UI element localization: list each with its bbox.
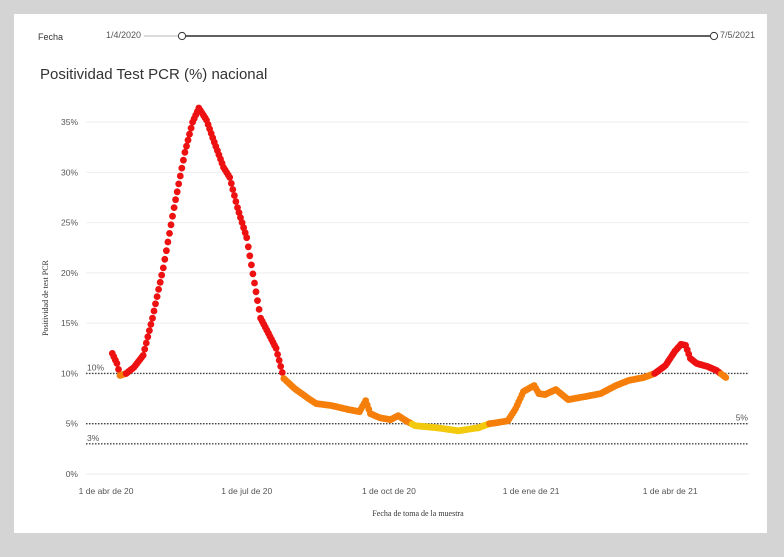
data-point (146, 327, 153, 334)
data-point (156, 278, 164, 286)
data-point (252, 288, 260, 296)
data-point (176, 172, 184, 180)
x-tick-label: 1 de abr de 20 (79, 486, 134, 496)
reference-line-label: 10% (87, 362, 104, 372)
data-point (166, 230, 173, 237)
data-point (274, 351, 281, 358)
x-tick-label: 1 de oct de 20 (362, 486, 416, 496)
data-point (226, 174, 234, 181)
data-point (183, 142, 190, 150)
y-tick-label: 35% (61, 117, 78, 127)
slider-handle-start[interactable] (177, 31, 187, 41)
data-point (244, 243, 252, 251)
data-point (251, 279, 258, 287)
data-point (232, 198, 240, 205)
data-point (180, 156, 187, 164)
y-tick-label: 25% (61, 218, 78, 228)
y-tick-label: 10% (61, 368, 78, 378)
chart-title: Positividad Test PCR (%) nacional (40, 66, 268, 83)
data-point (163, 247, 170, 255)
data-point (113, 360, 121, 367)
y-tick-label: 30% (61, 167, 78, 177)
positivity-chart: 10% 5% 3% 0% 5% 10% 15% 20% 25% 30% 35% 1 de abr d… (41, 104, 749, 518)
data-point (149, 314, 156, 322)
data-point (249, 270, 257, 278)
data-point (246, 252, 254, 260)
data-point (187, 124, 195, 132)
data-point (231, 192, 238, 199)
data-point (255, 306, 263, 313)
y-tick-label: 5% (66, 419, 79, 429)
data-point (275, 357, 283, 364)
dashboard-card: Fecha 1/4/2020 7/5/2021 Positividad Test… (14, 14, 767, 533)
data-point (175, 180, 183, 188)
data-points (108, 104, 730, 435)
data-point (184, 136, 192, 144)
data-point (227, 180, 235, 187)
date-range-slider[interactable] (140, 30, 720, 42)
data-point (164, 238, 172, 246)
date-range-start: 1/4/2020 (106, 30, 142, 40)
data-point (277, 363, 285, 370)
data-point (278, 369, 286, 376)
data-point (169, 212, 176, 220)
data-point (248, 261, 255, 269)
date-range-end: 7/5/2021 (720, 30, 756, 40)
data-point (150, 307, 158, 315)
date-filter-label: Fecha (38, 32, 64, 42)
data-point (153, 293, 161, 300)
reference-line-label: 5% (736, 413, 749, 423)
data-point (172, 196, 180, 204)
data-point (178, 164, 186, 172)
x-tick-label: 1 de ene de 21 (503, 486, 560, 496)
grid-layer (86, 121, 749, 475)
reference-line-label: 3% (87, 433, 100, 443)
data-point (142, 339, 150, 347)
data-point (139, 352, 147, 359)
data-point (254, 297, 261, 304)
data-point (159, 264, 167, 272)
axes: 0% 5% 10% 15% 20% 25% 30% 35% 1 de abr de 20 1 de… (61, 117, 698, 496)
data-point (155, 286, 163, 293)
data-point (147, 321, 155, 328)
x-tick-label: 1 de abr de 21 (643, 486, 698, 496)
y-axis-title: Positividad de test PCR (41, 259, 50, 335)
x-axis-title: Fecha de toma de la muestra (372, 509, 464, 518)
data-point (115, 366, 122, 373)
data-point (181, 148, 189, 156)
data-point (272, 344, 280, 352)
data-point (186, 130, 193, 138)
data-point (167, 221, 175, 229)
data-point (722, 374, 730, 381)
y-tick-label: 0% (66, 469, 79, 479)
data-point (158, 271, 166, 279)
slider-handle-end[interactable] (709, 31, 719, 41)
data-point (144, 333, 152, 341)
data-point (152, 300, 159, 308)
data-point (161, 255, 169, 263)
y-tick-label: 15% (61, 318, 78, 328)
data-point (229, 186, 237, 193)
data-point (141, 345, 149, 353)
data-point (238, 219, 246, 227)
data-point (170, 204, 178, 212)
data-point (243, 234, 251, 242)
x-tick-label: 1 de jul de 20 (221, 486, 272, 496)
y-tick-label: 20% (61, 268, 78, 278)
data-point (173, 188, 181, 196)
